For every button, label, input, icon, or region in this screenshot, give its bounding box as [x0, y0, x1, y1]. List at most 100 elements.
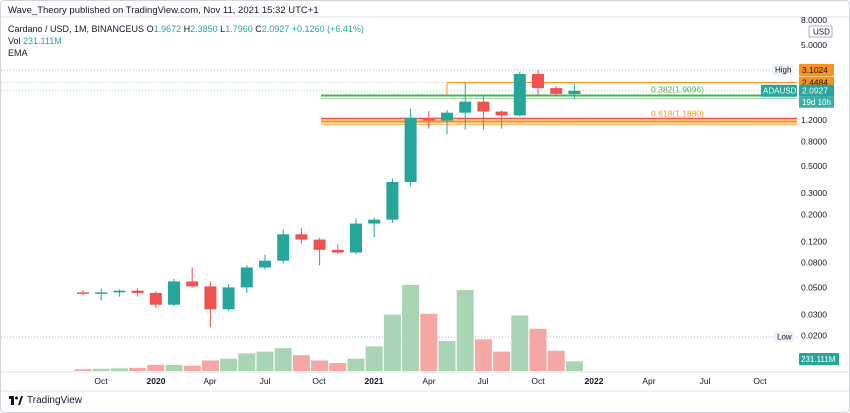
volume-bar [565, 361, 583, 371]
volume-bar [256, 351, 274, 371]
volume-bar [183, 365, 201, 371]
volume-bar [74, 369, 92, 371]
change-value: +0.1260 (+6.41%) [291, 24, 364, 34]
currency-label: USD [813, 28, 830, 37]
tradingview-brand: TradingView [27, 395, 83, 406]
volume-bar [110, 368, 128, 371]
open-label: O [146, 24, 154, 34]
price-badge-bg [799, 84, 834, 97]
tradingview-logo-icon [9, 396, 23, 405]
x-tick-label: Jul [478, 376, 489, 386]
x-tick-label: Oct [753, 376, 767, 386]
candle-body [368, 219, 381, 224]
volume-bar [129, 367, 147, 371]
volume-bar [165, 364, 183, 371]
ema-legend: EMA [8, 48, 28, 58]
volume-legend: Vol 231.111M [8, 36, 62, 46]
y-tick-label: 0.8000 [801, 136, 827, 146]
volume-bar [365, 346, 383, 371]
volume-bar [311, 360, 329, 371]
price-badge-label: 2.0927 [802, 86, 828, 96]
volume-bar [493, 351, 511, 371]
price-badge-label: 2.4484 [802, 77, 828, 87]
candle-body [131, 290, 144, 293]
volume-bar [329, 363, 347, 371]
x-tick-label: 2020 [147, 376, 166, 386]
candle-body [186, 281, 199, 287]
x-tick-label: Apr [422, 376, 435, 386]
close-label: C [255, 24, 262, 34]
y-tick-label: 0.5000 [801, 161, 827, 171]
publish-info: Wave_Theory published on TradingView.com… [8, 5, 319, 16]
level-tag-label: Low [777, 333, 792, 342]
candle-body [240, 267, 253, 288]
x-tick-label: Oct [531, 376, 545, 386]
y-tick-label: 0.0500 [801, 282, 827, 292]
y-tick-label: 0.0300 [801, 309, 827, 319]
candle-body [459, 101, 472, 113]
candle-body [513, 73, 526, 116]
volume-bar [220, 358, 238, 371]
volume-label: Vol [8, 36, 21, 46]
y-tick-label: 0.3000 [801, 188, 827, 198]
candle-body [149, 292, 162, 305]
level-tag-label: High [775, 66, 791, 75]
volume-bar [456, 290, 474, 371]
x-tick-label: Oct [94, 376, 108, 386]
y-tick-label: 0.0200 [801, 331, 827, 341]
candle-body [168, 281, 180, 305]
candle-body [386, 181, 399, 220]
currency-box [808, 25, 833, 38]
x-tick-label: Apr [642, 376, 655, 386]
candle-body [550, 88, 563, 94]
volume-bar [238, 353, 256, 371]
candle-body [441, 112, 453, 121]
volume-bar [274, 348, 292, 371]
level-tag-bg [772, 64, 794, 75]
x-tick-label: Apr [203, 376, 216, 386]
y-tick-label: 5.0000 [801, 40, 827, 50]
symbol-title: Cardano / USD, 1M, BINANCEUS [8, 24, 145, 34]
volume-badge-bg [799, 353, 839, 365]
price-badge-bg [799, 64, 834, 76]
high-label: H [183, 24, 191, 34]
symbol-tag-bg [761, 84, 797, 97]
low-label: L [220, 24, 226, 34]
candle-body [77, 292, 89, 294]
x-tick-label: Oct [312, 376, 326, 386]
volume-bar [420, 313, 438, 371]
volume-bar [201, 360, 219, 371]
fib-label-382: 0.382(1.9096) [651, 85, 704, 95]
candle-body [204, 286, 217, 310]
candle-body [277, 234, 290, 261]
price-badge-label: 3.1024 [802, 65, 828, 75]
volume-bar [438, 341, 456, 371]
countdown-badge-bg [799, 96, 834, 108]
y-tick-label: 8.0000 [801, 15, 827, 25]
open-value: 1.9672 [153, 24, 182, 34]
x-tick-label: Jul [700, 376, 711, 386]
high-value: 2.3850 [190, 24, 218, 34]
x-tick-label: 2022 [585, 376, 604, 386]
candle-body [532, 73, 544, 89]
y-tick-label: 1.2000 [801, 115, 827, 125]
countdown-badge-label: 19d 10h [802, 98, 831, 107]
volume-bar [347, 358, 365, 371]
symbol-tag-label: ADAUSD [763, 87, 797, 96]
fib-label-618: 0.618(1.1880) [651, 109, 704, 119]
candle-body [404, 117, 417, 182]
candle-body [350, 223, 362, 253]
volume-badge-label: 231.111M [801, 355, 836, 364]
candle-body [495, 111, 508, 116]
x-tick-label: 2021 [365, 376, 384, 386]
volume-value: 231.111M [23, 36, 62, 46]
volume-bar [511, 315, 529, 371]
volume-bar [383, 314, 401, 371]
candle-body [331, 249, 344, 253]
footer: TradingView [9, 395, 82, 406]
candle-body [568, 90, 581, 94]
volume-bar [402, 284, 420, 371]
candle-body [113, 290, 126, 293]
